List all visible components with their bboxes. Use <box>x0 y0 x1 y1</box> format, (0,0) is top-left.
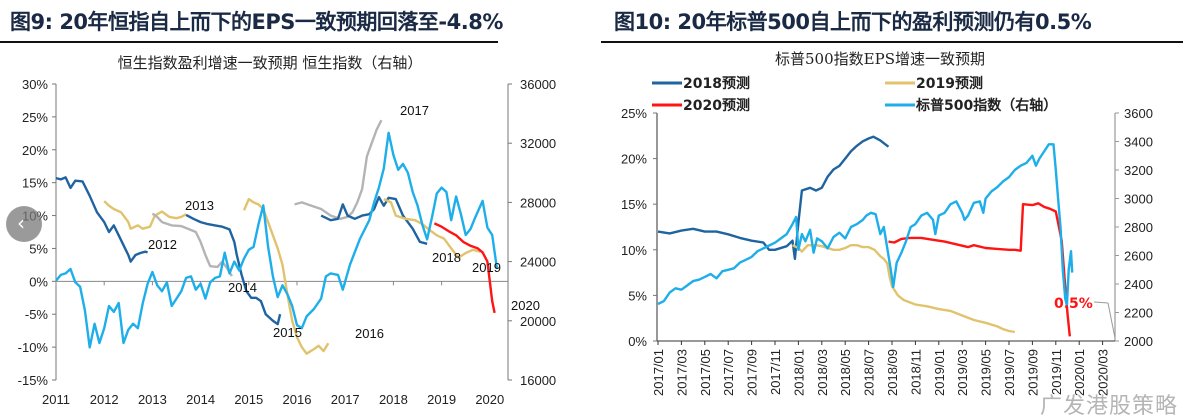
y2-tick-label: 16000 <box>520 373 556 388</box>
series-line-spx <box>657 143 1074 307</box>
y2-tick-label: 36000 <box>520 77 556 92</box>
y-tick-label: 25% <box>621 106 647 121</box>
y-tick-label: 5% <box>29 241 48 256</box>
y-tick-label: 15% <box>621 197 647 212</box>
legend-label: 2019预测 <box>916 75 983 92</box>
x-tick-label: 2017 <box>331 392 360 407</box>
left-title-rule <box>0 41 498 43</box>
annotation-label: 0.5% <box>1054 296 1093 312</box>
x-tick-label: 2017/07 <box>721 349 736 396</box>
y-tick-label: 0% <box>29 274 48 289</box>
series-line-2020 <box>888 202 1071 337</box>
y2-tick-label: 2200 <box>1124 306 1153 321</box>
y-tick-label: -15% <box>18 373 49 388</box>
chart-subtitle: 恒生指数盈利增速一致预期 恒生指数（右轴） <box>118 54 423 72</box>
right-figure-title: 图10: 20年标普500自上而下的盈利预测仍有0.5% <box>614 10 1092 34</box>
x-tick-label: 2018 <box>379 392 408 407</box>
year-annotation: 2020 <box>511 298 540 313</box>
series-line-2020 <box>433 222 496 314</box>
y2-tick-label: 3600 <box>1124 106 1153 121</box>
left-figure-title: 图9: 20年恒指自上而下的EPS一致预期回落至-4.8% <box>10 10 503 34</box>
x-tick-label: 2017/05 <box>698 349 713 396</box>
legend-label: 标普500指数（右轴） <box>915 97 1057 114</box>
series-line-2017 <box>294 119 383 220</box>
year-annotation: 2012 <box>148 237 177 252</box>
year-annotation: 2014 <box>228 280 257 295</box>
x-tick-label: 2017/01 <box>651 349 666 396</box>
x-tick-label: 2020/03 <box>1096 349 1111 396</box>
x-tick-label: 2011 <box>42 392 70 407</box>
y-tick-label: -10% <box>18 340 49 355</box>
y-tick-label: 15% <box>22 176 48 191</box>
x-tick-label: 2017/09 <box>745 349 760 396</box>
year-annotation: 2018 <box>432 250 461 265</box>
annotation-leader <box>1107 302 1116 339</box>
right-title-rule <box>601 41 1183 43</box>
y2-tick-label: 2800 <box>1124 220 1153 235</box>
prev-nav-button[interactable]: ‹ <box>6 206 42 242</box>
annotation-leader <box>1093 301 1109 304</box>
chevron-left-icon: ‹ <box>17 211 25 235</box>
y2-tick-label: 3200 <box>1124 163 1153 178</box>
chart-subtitle: 标普500指数EPS增速一致预期 <box>775 50 985 68</box>
y2-tick-label: 2600 <box>1124 249 1153 264</box>
x-tick-label: 2018/07 <box>862 349 877 396</box>
y2-tick-label: 3000 <box>1124 192 1153 207</box>
y2-tick-label: 24000 <box>520 255 556 270</box>
y2-tick-label: 3400 <box>1124 135 1153 150</box>
year-annotation: 2013 <box>185 198 214 213</box>
x-tick-label: 2018/01 <box>791 349 806 396</box>
x-tick-label: 2017/03 <box>674 349 689 396</box>
series-line-2015 <box>185 213 282 326</box>
series-line-2012 <box>55 176 148 263</box>
x-tick-label: 2020/01 <box>1072 349 1087 396</box>
y2-tick-label: 28000 <box>520 195 556 210</box>
x-tick-label: 2018/09 <box>885 349 900 396</box>
y-tick-label: 20% <box>621 152 647 167</box>
x-tick-label: 2016 <box>283 392 312 407</box>
y-tick-label: -5% <box>25 307 49 322</box>
x-tick-label: 2019 <box>427 392 456 407</box>
x-tick-label: 2020 <box>475 392 504 407</box>
x-tick-label: 2013 <box>138 392 167 407</box>
y-tick-label: 10% <box>621 243 647 258</box>
y-tick-label: 30% <box>22 77 48 92</box>
hsi-eps-chart: 恒生指数盈利增速一致预期 恒生指数（右轴）30%25%20%15%10%5%0%… <box>18 54 557 407</box>
series-line-2013 <box>103 200 187 230</box>
x-tick-label: 2018/03 <box>815 349 830 396</box>
y-tick-label: 25% <box>22 110 48 125</box>
year-annotation: 2019 <box>472 260 501 275</box>
year-annotation: 2016 <box>355 326 384 341</box>
y2-tick-label: 32000 <box>520 136 556 151</box>
x-tick-label: 2019/05 <box>979 349 994 396</box>
y2-tick-label: 2400 <box>1124 277 1153 292</box>
x-tick-label: 2019/11 <box>1049 349 1064 395</box>
series-line-2019 <box>383 198 481 259</box>
x-tick-label: 2019/07 <box>1002 349 1017 396</box>
x-tick-label: 2019/03 <box>955 349 970 396</box>
legend-label: 2020预测 <box>683 97 750 114</box>
y-tick-label: 0% <box>628 334 647 349</box>
x-tick-label: 2019/01 <box>932 349 947 396</box>
x-tick-label: 2018/11 <box>908 349 923 395</box>
x-tick-label: 2019/09 <box>1025 349 1040 396</box>
series-line-2018 <box>657 135 890 261</box>
y2-tick-label: 2000 <box>1124 334 1153 349</box>
year-annotation: 2017 <box>400 103 429 118</box>
y-tick-label: 20% <box>22 143 48 158</box>
year-annotation: 2015 <box>273 325 302 340</box>
series-line-2019 <box>791 244 1015 334</box>
x-tick-label: 2018/05 <box>838 349 853 396</box>
x-tick-label: 2017/11 <box>768 349 783 395</box>
series-line-2016 <box>242 197 330 355</box>
x-tick-label: 2014 <box>186 392 215 407</box>
x-tick-label: 2015 <box>234 392 263 407</box>
series-line- <box>55 131 499 349</box>
watermark-text: 广发港股策略 <box>1040 394 1179 419</box>
y-tick-label: 5% <box>628 288 647 303</box>
legend-label: 2018预测 <box>683 75 750 92</box>
x-tick-label: 2012 <box>90 392 119 407</box>
y2-tick-label: 20000 <box>520 314 556 329</box>
